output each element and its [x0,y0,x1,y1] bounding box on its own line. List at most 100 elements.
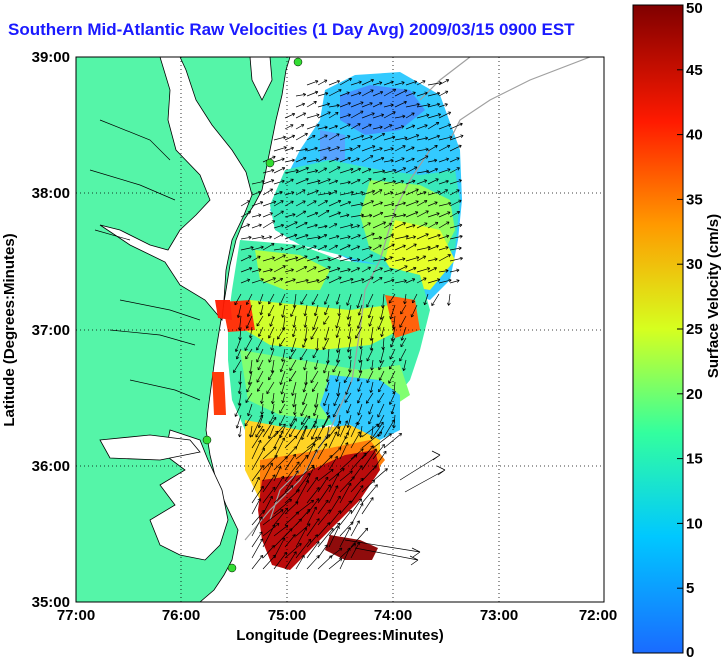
pamlico-sound [149,429,229,561]
velocity-arrow [394,257,406,262]
velocity-arrow [323,315,330,325]
velocity-arrow [350,134,365,141]
velocity-arrow [361,276,374,284]
velocity-arrow [245,293,253,306]
colorbar-tick-label: 45 [686,62,703,79]
velocity-arrow [394,213,407,218]
velocity-arrow [317,443,328,460]
velocity-arrow [339,442,349,460]
velocity-arrow [317,527,334,548]
velocity-arrow [438,103,448,108]
velocity-arrow [262,545,275,559]
velocity-arrow [394,234,409,240]
velocity-arrow [438,144,451,152]
velocity-arrow [383,103,394,108]
velocity-arrow [324,304,330,316]
velocity-arrow [273,254,286,262]
velocity-arrow [372,101,383,108]
velocity-arrow [236,304,242,319]
velocity-arrow [348,348,352,360]
velocity-arrow [379,348,385,364]
velocity-arrow [302,337,308,348]
velocity-arrow [346,337,352,353]
velocity-arrow [343,370,352,384]
velocity-arrow [388,293,396,304]
velocity-arrow [372,221,386,229]
x-tick-label: 75:00 [268,607,306,624]
velocity-arrow [289,370,297,382]
velocity-arrow [416,124,428,130]
velocity-arrow [284,213,296,218]
velocity-arrow [284,418,297,438]
velocity-arrow [284,435,298,449]
x-tick-label: 77:00 [57,607,95,624]
velocity-arrow [346,293,352,306]
velocity-arrow [350,167,362,174]
velocity-arrow [270,403,275,415]
velocity-arrow [392,381,397,394]
y-tick-label: 35:00 [32,594,70,611]
velocity-arrow [273,551,287,570]
velocity-arrow [328,267,341,273]
velocity-arrow [447,293,451,306]
velocity-arrow [339,180,351,185]
velocity-arrow [317,178,331,185]
velocity-arrow [317,224,328,229]
velocity-arrow [234,293,242,306]
velocity-arrow [400,304,407,315]
velocity-arrow [240,245,254,251]
velocity-arrow [262,277,276,284]
velocity-arrow [295,554,305,570]
velocity-arrow [289,425,297,438]
velocity-arrow [358,348,363,363]
velocity-arrow [247,370,253,385]
velocity-arrow [405,188,419,196]
velocity-arrow [449,256,463,262]
velocity-arrow [317,209,330,218]
velocity-arrow [405,266,417,273]
velocity-arrow [357,381,363,392]
velocity-arrow [357,403,363,416]
velocity-arrow [350,191,364,196]
velocity-arrow [328,79,341,86]
velocity-arrow [295,92,307,97]
velocity-arrow [383,124,393,130]
velocity-arrow [295,255,308,262]
velocity-arrow [251,414,263,438]
velocity-arrow [339,77,352,86]
velocity-arrow [394,265,408,273]
velocity-arrow [339,113,351,119]
velocity-arrow [361,484,378,504]
velocity-arrow [438,135,453,141]
velocity-arrow [339,543,357,559]
velocity-arrow [339,256,353,262]
velocity-arrow [328,525,340,548]
velocity-arrow [295,527,307,548]
velocity-arrow [339,123,351,130]
velocity-arrow [317,476,329,493]
velocity-arrow [306,158,319,163]
velocity-arrow [295,132,308,141]
velocity-arrow [251,439,262,460]
velocity-arrow [449,134,464,141]
velocity-arrow [449,157,460,163]
velocity-arrow [251,235,265,240]
velocity-arrow [234,337,242,352]
velocity-arrow [381,337,386,350]
velocity-arrow [273,210,284,218]
velocity-arrow [366,370,374,384]
velocity-arrow [405,80,418,86]
velocity-arrow [311,293,319,305]
velocity-arrow [295,221,308,229]
x-tick-label: 76:00 [162,607,200,624]
velocity-arrow [346,304,352,320]
velocity-arrow [359,337,363,350]
velocity-arrow [361,222,371,229]
velocity-arrow [339,268,351,273]
velocity-arrow [394,222,406,229]
velocity-arrow [383,135,396,141]
velocity-arrow [291,326,297,338]
velocity-arrow [284,233,298,240]
velocity-arrow [361,89,374,97]
velocity-arrow [317,156,327,163]
